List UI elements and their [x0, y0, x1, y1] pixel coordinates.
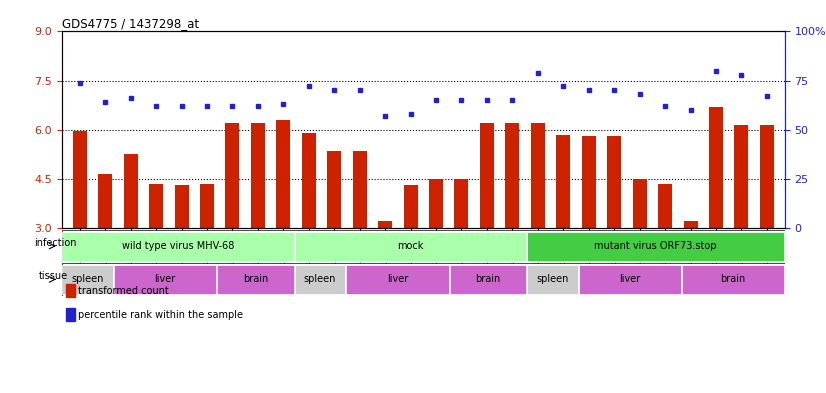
Text: spleen: spleen [72, 274, 104, 285]
Bar [378, 221, 392, 228]
Bar [63, 231, 294, 261]
Bar [217, 265, 294, 294]
Bar [760, 125, 774, 228]
Text: brain: brain [243, 274, 268, 285]
Bar [295, 231, 526, 261]
Bar [506, 123, 520, 228]
Text: transformed count: transformed count [78, 285, 169, 296]
Bar [225, 123, 240, 228]
Bar [404, 185, 418, 228]
Text: liver: liver [154, 274, 176, 285]
Bar [346, 265, 449, 294]
Bar [607, 136, 621, 228]
Bar [658, 184, 672, 228]
Bar [301, 133, 316, 228]
Text: spleen: spleen [536, 274, 568, 285]
Bar [65, 309, 74, 321]
Bar [709, 107, 723, 228]
Bar [556, 135, 570, 228]
Bar [73, 131, 87, 228]
Bar [684, 221, 697, 228]
Text: GDS4775 / 1437298_at: GDS4775 / 1437298_at [62, 17, 199, 30]
Bar [65, 284, 74, 297]
Bar [429, 179, 443, 228]
Bar [353, 151, 367, 228]
Bar [63, 265, 113, 294]
Bar [527, 231, 784, 261]
Bar [124, 154, 138, 228]
Bar [114, 265, 216, 294]
Bar [633, 179, 647, 228]
Bar [682, 265, 784, 294]
Bar [582, 136, 596, 228]
Bar [295, 265, 345, 294]
Text: mock: mock [397, 241, 424, 251]
Bar [734, 125, 748, 228]
Bar [527, 265, 577, 294]
Text: wild type virus MHV-68: wild type virus MHV-68 [122, 241, 235, 251]
Text: brain: brain [720, 274, 746, 285]
Bar [579, 265, 681, 294]
Bar [174, 185, 188, 228]
Text: liver: liver [387, 274, 408, 285]
Text: spleen: spleen [304, 274, 336, 285]
Text: mutant virus ORF73.stop: mutant virus ORF73.stop [595, 241, 717, 251]
Bar [449, 265, 526, 294]
Bar [454, 179, 468, 228]
Bar [531, 123, 545, 228]
Bar [327, 151, 341, 228]
Bar [98, 174, 112, 228]
Text: infection: infection [34, 238, 77, 248]
Text: percentile rank within the sample: percentile rank within the sample [78, 310, 243, 320]
Text: liver: liver [620, 274, 640, 285]
Bar [150, 184, 163, 228]
Bar [251, 123, 265, 228]
Text: brain: brain [475, 274, 501, 285]
Bar [277, 120, 291, 228]
Bar [480, 123, 494, 228]
Text: tissue: tissue [38, 271, 68, 281]
Bar [200, 184, 214, 228]
